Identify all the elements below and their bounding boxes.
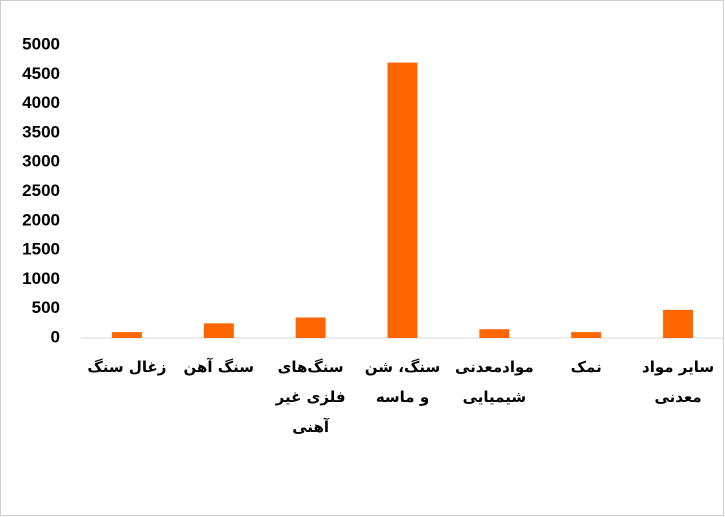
bar bbox=[203, 323, 234, 338]
y-tick-label: 2500 bbox=[22, 181, 60, 200]
y-tick-label: 3500 bbox=[22, 122, 60, 141]
bar bbox=[479, 329, 510, 338]
y-tick-label: 0 bbox=[51, 327, 60, 346]
x-tick-label: سنگ آهن bbox=[183, 358, 255, 376]
x-tick-label: سنگ‌های فلزی غیر آهنی bbox=[275, 358, 346, 436]
y-tick-label: 3000 bbox=[22, 152, 60, 171]
bar bbox=[387, 62, 418, 338]
bar bbox=[571, 332, 602, 338]
x-tick-label: موادمعدنی شیمیایی bbox=[454, 358, 534, 406]
y-tick-label: 4500 bbox=[22, 64, 60, 83]
bar bbox=[295, 317, 326, 338]
x-tick-label: نمک bbox=[570, 358, 602, 376]
y-tick-label: 2000 bbox=[22, 210, 60, 229]
bar bbox=[111, 332, 142, 338]
x-tick-label: سنگ، شن و ماسه bbox=[364, 358, 441, 406]
bar bbox=[663, 309, 694, 338]
x-tick-label: زغال سنگ bbox=[87, 358, 167, 376]
y-tick-label: 4000 bbox=[22, 93, 60, 112]
y-tick-label: 500 bbox=[32, 298, 60, 317]
y-tick-label: 5000 bbox=[22, 34, 60, 53]
y-tick-label: 1500 bbox=[22, 240, 60, 259]
y-tick-label: 1000 bbox=[22, 269, 60, 288]
x-tick-label: سایر مواد معدنی bbox=[642, 358, 715, 406]
